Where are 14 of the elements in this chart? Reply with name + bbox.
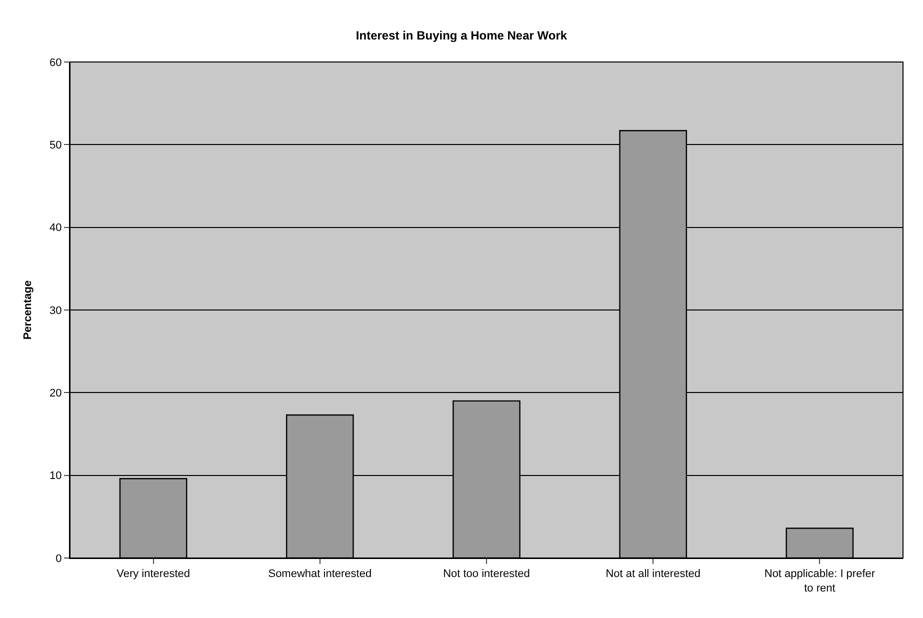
y-tick-label: 50 xyxy=(50,140,62,152)
y-tick-label: 60 xyxy=(50,56,62,69)
x-tick-label: Somewhat interested xyxy=(268,568,372,580)
x-tick-label: Not applicable: I prefer to rent xyxy=(764,568,876,594)
y-tick-label: 30 xyxy=(50,304,62,317)
chart-title: Interest in Buying a Home Near Work xyxy=(356,28,568,42)
y-tick-label: 10 xyxy=(50,470,62,482)
y-tick-label: 20 xyxy=(50,388,62,400)
y-tick-label: 40 xyxy=(50,222,62,234)
y-axis-title: Percentage xyxy=(22,280,34,340)
x-tick-label: Not at all interested xyxy=(606,568,700,580)
y-tick-label: 0 xyxy=(56,552,62,565)
x-tick-label: Not too interested xyxy=(443,568,530,580)
x-tick-label: Very interested xyxy=(116,568,190,580)
